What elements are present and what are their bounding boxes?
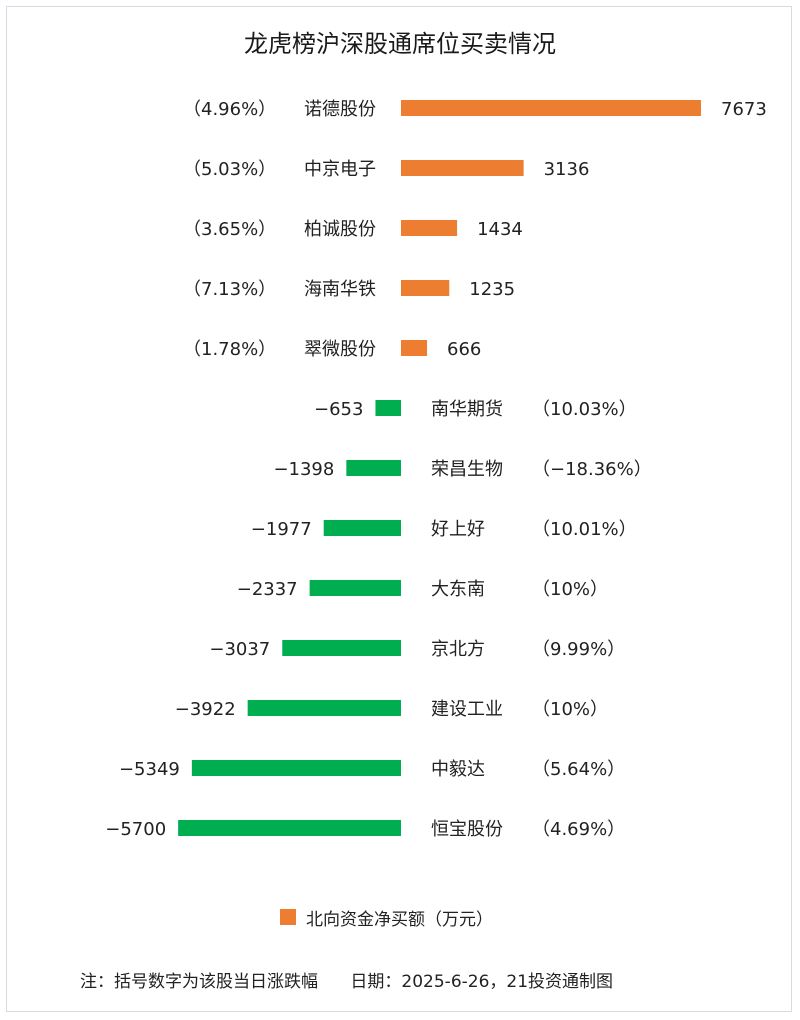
bar — [401, 100, 701, 116]
category-label: 建设工业 — [431, 699, 503, 720]
legend: 北向资金净买额（万元） — [280, 905, 493, 930]
category-label: 中毅达 — [431, 759, 485, 780]
value-label: −3922 — [175, 699, 236, 720]
change-label: （7.13%） — [183, 279, 276, 300]
change-label: （10.03%） — [532, 399, 637, 420]
change-label: （5.03%） — [183, 159, 276, 180]
change-label: （1.78%） — [183, 339, 276, 360]
chart-frame — [6, 6, 792, 1012]
bar — [178, 820, 401, 836]
value-label: −3037 — [209, 639, 270, 660]
value-label: −5349 — [119, 759, 180, 780]
value-label: −5700 — [105, 819, 166, 840]
value-label: −2337 — [237, 579, 298, 600]
bar — [309, 580, 401, 596]
category-label: 恒宝股份 — [431, 819, 503, 840]
category-label: 大东南 — [431, 579, 485, 600]
change-label: （10%） — [532, 579, 608, 600]
category-label: 柏诚股份 — [304, 219, 376, 240]
value-label: 3136 — [544, 159, 590, 180]
legend-swatch — [280, 909, 296, 925]
bar — [401, 220, 458, 236]
value-label: −1398 — [273, 459, 334, 480]
category-label: 海南华铁 — [304, 279, 376, 300]
change-label: （4.69%） — [532, 819, 625, 840]
category-label: 好上好 — [431, 519, 485, 540]
chart-title: 龙虎榜沪深股通席位买卖情况 — [244, 30, 556, 58]
value-label: −653 — [314, 399, 363, 420]
change-label: （10.01%） — [532, 519, 637, 540]
change-label: （10%） — [532, 699, 608, 720]
category-label: 南华期货 — [431, 399, 503, 420]
bar — [323, 520, 401, 536]
category-label: 京北方 — [431, 639, 485, 660]
bar — [401, 160, 524, 176]
bar — [346, 460, 401, 476]
value-label: 7673 — [721, 99, 767, 120]
bar — [247, 700, 401, 716]
change-label: （3.65%） — [183, 219, 276, 240]
category-label: 诺德股份 — [304, 99, 376, 120]
bar — [401, 340, 428, 356]
category-label: 荣昌生物 — [431, 459, 503, 480]
change-label: （5.64%） — [532, 759, 625, 780]
bar — [282, 640, 401, 656]
legend-label: 北向资金净买额（万元） — [306, 909, 493, 930]
bar — [375, 400, 401, 416]
value-label: 1434 — [477, 219, 523, 240]
bar — [191, 760, 401, 776]
change-label: （4.96%） — [183, 99, 276, 120]
category-label: 中京电子 — [304, 159, 376, 180]
change-label: （9.99%） — [532, 639, 625, 660]
value-label: 1235 — [469, 279, 515, 300]
change-label: （−18.36%） — [532, 459, 652, 480]
category-label: 翠微股份 — [304, 339, 376, 360]
value-label: −1977 — [251, 519, 312, 540]
bar — [401, 280, 450, 296]
value-label: 666 — [447, 339, 481, 360]
footnote: 注：括号数字为该股当日涨跌幅 日期：2025-6-26，21投资通制图 — [80, 972, 614, 992]
